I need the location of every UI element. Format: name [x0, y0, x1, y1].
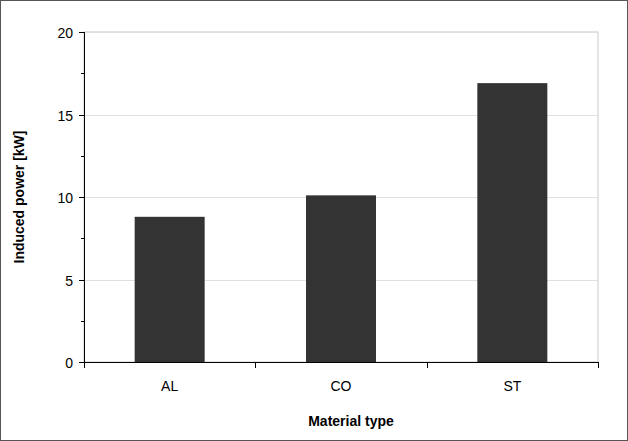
y-tick-label: 10 [57, 190, 73, 206]
x-tick [84, 362, 85, 368]
x-tick-label: ST [503, 378, 521, 394]
y-tick [79, 280, 84, 281]
x-tick-label: AL [161, 378, 178, 394]
x-axis-label: Material type [308, 413, 394, 429]
bar [477, 83, 547, 362]
y-tick [79, 115, 84, 116]
y-minor-tick [81, 156, 84, 157]
y-axis-label: Induced power [kW] [11, 131, 27, 264]
y-tick [79, 362, 84, 363]
y-tick-label: 5 [65, 273, 73, 289]
bars [135, 83, 548, 362]
grid-line [84, 32, 598, 33]
x-tick [255, 362, 256, 368]
x-axis [84, 362, 598, 363]
outer-border [1, 1, 628, 441]
x-tick [427, 362, 428, 368]
grid-line [84, 362, 598, 363]
y-tick-label: 0 [65, 355, 73, 371]
y-minor-tick [81, 73, 84, 74]
y-tick [79, 32, 84, 33]
x-tick-label: CO [331, 378, 352, 394]
plot-frame [84, 32, 598, 362]
y-tick-label: 15 [57, 108, 73, 124]
y-tick-label: 20 [57, 25, 73, 41]
y-minor-tick [81, 321, 84, 322]
y-tick [79, 197, 84, 198]
y-axis [84, 32, 85, 362]
bar [306, 195, 376, 362]
bar [135, 217, 205, 362]
chart-container: 0 5 10 15 20 AL CO ST Material type Induced power… [0, 0, 628, 441]
chart-svg: 0 5 10 15 20 AL CO ST Material type Induced power… [0, 0, 628, 441]
x-tick [598, 362, 599, 368]
y-minor-tick [81, 238, 84, 239]
